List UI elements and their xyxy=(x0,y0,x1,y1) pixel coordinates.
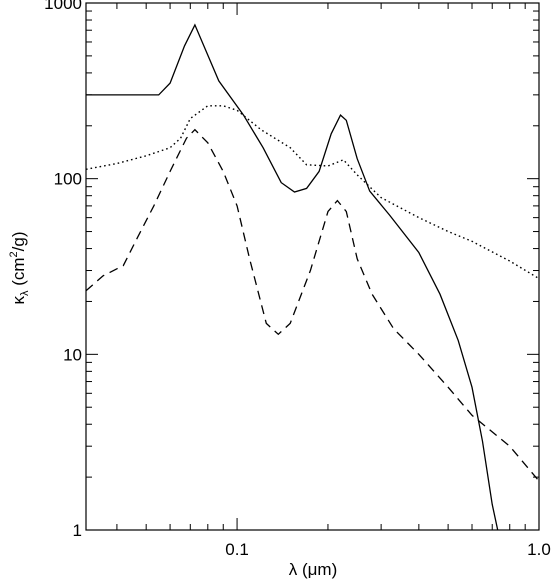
y-tick-label: 1000 xyxy=(44,0,82,13)
ticks xyxy=(86,2,540,531)
x-tick-label: 1.0 xyxy=(527,540,551,559)
y-tick-label: 10 xyxy=(63,345,82,364)
y-tick-label: 1 xyxy=(73,521,82,540)
series-line-solid xyxy=(86,23,499,531)
plot-frame xyxy=(85,2,540,531)
y-tick-label: 100 xyxy=(54,170,82,189)
y-axis-label: κλ (cm2/g) xyxy=(8,231,31,304)
series-line-dotted xyxy=(85,105,540,280)
plot-lines xyxy=(85,23,540,531)
tick-labels: 0.1 1.0 1 10 100 1000 xyxy=(44,0,551,559)
series-line-dashed xyxy=(85,128,540,482)
x-axis-label: λ (μm) xyxy=(289,560,338,579)
x-tick-label: 0.1 xyxy=(225,540,249,559)
